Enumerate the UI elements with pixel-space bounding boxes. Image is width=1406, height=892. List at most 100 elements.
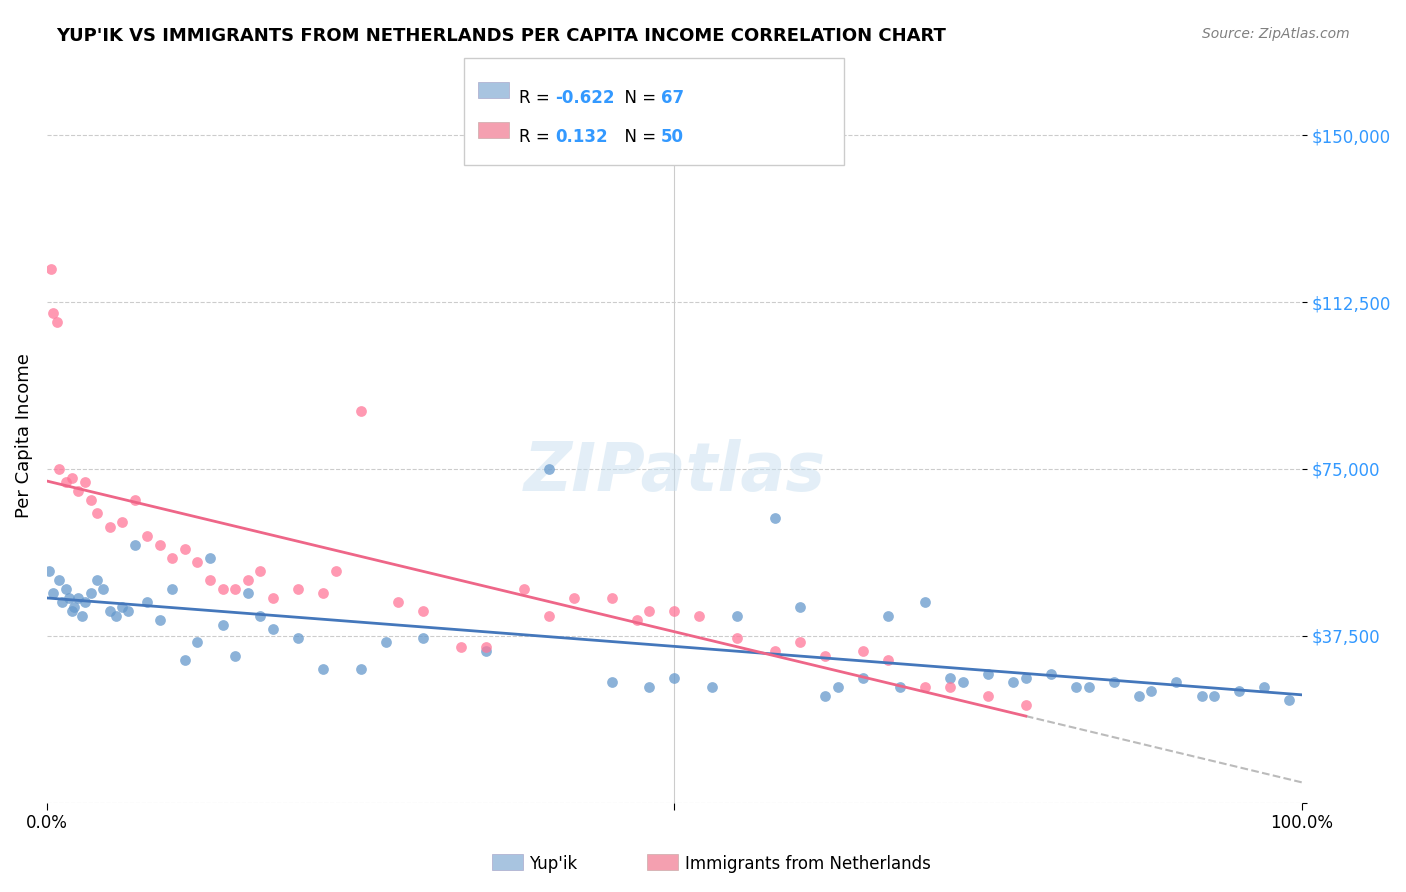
Point: [664, 604, 686, 618]
Point: [39, 261, 62, 276]
Point: [111, 599, 134, 614]
Point: [55, 475, 77, 490]
Point: [186, 635, 208, 649]
Text: N =: N =: [614, 128, 662, 145]
Point: [249, 608, 271, 623]
Point: [914, 680, 936, 694]
Point: [725, 631, 748, 645]
Point: [98, 520, 121, 534]
Point: [412, 631, 434, 645]
Point: [73, 595, 96, 609]
Text: Yup'ik: Yup'ik: [529, 855, 576, 872]
Point: [262, 622, 284, 636]
Point: [1015, 698, 1038, 712]
Text: 50: 50: [661, 128, 683, 145]
Point: [124, 537, 146, 551]
Point: [211, 582, 233, 596]
Point: [249, 564, 271, 578]
Point: [600, 675, 623, 690]
Point: [789, 635, 811, 649]
Point: [149, 613, 172, 627]
Point: [1191, 689, 1213, 703]
Point: [174, 653, 197, 667]
Point: [117, 604, 139, 618]
Point: [763, 644, 786, 658]
Point: [111, 516, 134, 530]
Point: [1064, 680, 1087, 694]
Point: [1102, 675, 1125, 690]
Point: [1278, 693, 1301, 707]
Point: [174, 541, 197, 556]
Point: [700, 680, 723, 694]
Point: [350, 662, 373, 676]
Point: [889, 680, 911, 694]
Point: [977, 689, 1000, 703]
Point: [1166, 675, 1188, 690]
Point: [98, 604, 121, 618]
Text: ZIPatlas: ZIPatlas: [523, 439, 825, 505]
Point: [63, 599, 86, 614]
Point: [664, 671, 686, 685]
Point: [689, 608, 711, 623]
Point: [325, 564, 347, 578]
Point: [104, 608, 127, 623]
Point: [562, 591, 585, 605]
Point: [136, 529, 159, 543]
Point: [638, 604, 661, 618]
Point: [60, 604, 83, 618]
Text: 67: 67: [661, 89, 683, 107]
Point: [789, 599, 811, 614]
Point: [58, 591, 80, 605]
Point: [70, 608, 93, 623]
Point: [1015, 671, 1038, 685]
Point: [852, 671, 875, 685]
Text: R =: R =: [519, 89, 555, 107]
Point: [814, 648, 837, 663]
Point: [914, 595, 936, 609]
Point: [1140, 684, 1163, 698]
Point: [136, 595, 159, 609]
Point: [236, 573, 259, 587]
Point: [48, 573, 70, 587]
Point: [312, 662, 335, 676]
Point: [80, 493, 103, 508]
Point: [48, 462, 70, 476]
Point: [475, 640, 498, 654]
Point: [626, 613, 648, 627]
Point: [80, 586, 103, 600]
Point: [412, 604, 434, 618]
Point: [814, 689, 837, 703]
Point: [124, 493, 146, 508]
Point: [1039, 666, 1062, 681]
Point: [475, 644, 498, 658]
Point: [236, 586, 259, 600]
Point: [162, 582, 184, 596]
Point: [827, 680, 849, 694]
Point: [186, 555, 208, 569]
Point: [387, 595, 409, 609]
Text: 0.132: 0.132: [555, 128, 607, 145]
Point: [1077, 680, 1099, 694]
Text: Source: ZipAtlas.com: Source: ZipAtlas.com: [1202, 27, 1350, 41]
Point: [763, 511, 786, 525]
Point: [42, 306, 65, 320]
Point: [67, 484, 90, 499]
Point: [1227, 684, 1250, 698]
Text: -0.622: -0.622: [555, 89, 614, 107]
Point: [450, 640, 472, 654]
Point: [211, 617, 233, 632]
Point: [51, 595, 73, 609]
Point: [38, 564, 60, 578]
Point: [876, 653, 898, 667]
Point: [537, 462, 560, 476]
Point: [162, 550, 184, 565]
Point: [73, 475, 96, 490]
Point: [67, 591, 90, 605]
Point: [638, 680, 661, 694]
Point: [374, 635, 396, 649]
Point: [86, 573, 108, 587]
Point: [45, 315, 67, 329]
Y-axis label: Per Capita Income: Per Capita Income: [15, 353, 32, 518]
Point: [939, 671, 962, 685]
Point: [1202, 689, 1225, 703]
